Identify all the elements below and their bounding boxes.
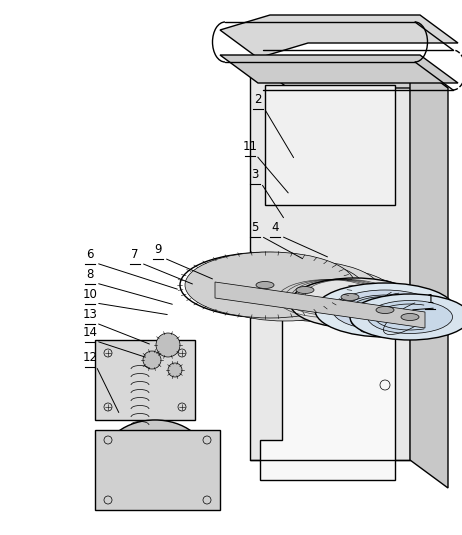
Text: 7: 7: [131, 248, 139, 261]
Text: 13: 13: [83, 308, 97, 321]
Ellipse shape: [350, 296, 420, 324]
Polygon shape: [410, 60, 448, 488]
Polygon shape: [95, 340, 195, 420]
Text: 9: 9: [154, 243, 162, 256]
Text: 8: 8: [86, 268, 94, 281]
Ellipse shape: [230, 261, 380, 319]
Ellipse shape: [296, 287, 314, 294]
Text: 5: 5: [251, 221, 259, 234]
Ellipse shape: [315, 283, 455, 337]
Ellipse shape: [401, 314, 419, 320]
Circle shape: [168, 363, 182, 377]
Circle shape: [143, 351, 161, 369]
Text: 11: 11: [243, 140, 257, 153]
Polygon shape: [95, 430, 220, 510]
Ellipse shape: [205, 259, 365, 321]
Polygon shape: [250, 60, 410, 460]
Polygon shape: [220, 15, 458, 58]
Text: 6: 6: [86, 248, 94, 261]
Polygon shape: [220, 55, 458, 83]
Ellipse shape: [255, 268, 395, 322]
Text: 2: 2: [254, 93, 262, 106]
Ellipse shape: [185, 252, 355, 318]
Ellipse shape: [188, 256, 342, 314]
Ellipse shape: [376, 307, 394, 314]
Ellipse shape: [290, 278, 420, 328]
Text: 1: 1: [426, 293, 434, 306]
Polygon shape: [250, 60, 448, 88]
Ellipse shape: [367, 301, 452, 333]
Ellipse shape: [350, 294, 462, 340]
Polygon shape: [260, 300, 395, 480]
Circle shape: [143, 448, 167, 472]
Text: 10: 10: [83, 288, 97, 301]
Text: 12: 12: [83, 351, 97, 364]
Ellipse shape: [341, 294, 359, 301]
Text: 3: 3: [251, 168, 259, 181]
Ellipse shape: [256, 281, 274, 288]
Ellipse shape: [333, 290, 438, 330]
Polygon shape: [265, 85, 395, 205]
Ellipse shape: [288, 276, 412, 324]
Text: 4: 4: [271, 221, 279, 234]
Text: 14: 14: [83, 326, 97, 339]
Ellipse shape: [117, 432, 193, 488]
Ellipse shape: [103, 420, 207, 500]
Circle shape: [156, 333, 180, 357]
Polygon shape: [215, 282, 425, 328]
